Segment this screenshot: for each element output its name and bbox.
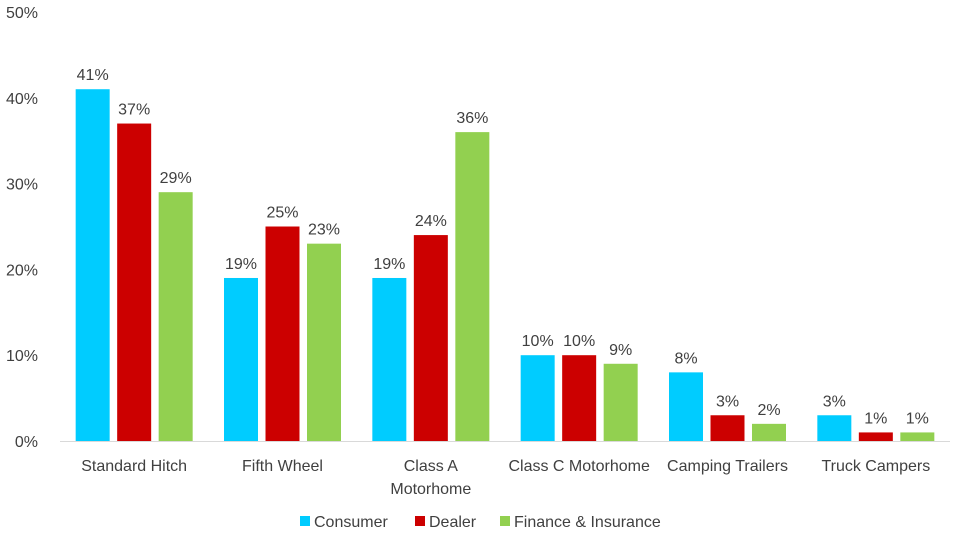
bar-finance-insurance-0 [158, 192, 193, 441]
data-label: 41% [77, 67, 109, 84]
y-tick-label: 30% [6, 177, 38, 194]
data-label: 10% [522, 333, 554, 350]
data-label: 1% [906, 410, 929, 427]
legend-swatch [415, 516, 425, 526]
data-label: 1% [864, 410, 887, 427]
data-label: 37% [118, 102, 150, 119]
data-label: 9% [609, 342, 632, 359]
bar-finance-insurance-3 [603, 363, 638, 441]
bars [75, 89, 935, 441]
bar-consumer-2 [372, 277, 407, 441]
data-label: 29% [160, 170, 192, 187]
data-labels: 41% 37% 29% 19% 25% 23% 19% 24% 36% 10% 10% 9% 8% 3% 2… [77, 67, 929, 427]
x-tick-label: Standard Hitch [81, 458, 187, 475]
bar-dealer-0 [117, 123, 152, 441]
legend-swatch [300, 516, 310, 526]
data-label: 25% [266, 205, 298, 222]
x-tick-label: Class C Motorhome [508, 458, 649, 475]
bar-finance-insurance-5 [900, 432, 935, 441]
bar-finance-insurance-4 [752, 423, 786, 441]
bar-consumer-5 [817, 415, 852, 441]
legend: Consumer Dealer Finance & Insurance [300, 514, 661, 531]
legend-label: Dealer [429, 514, 477, 531]
bar-finance-insurance-2 [455, 132, 490, 441]
data-label: 36% [456, 110, 488, 127]
bar-consumer-1 [224, 277, 258, 441]
legend-label: Consumer [314, 514, 388, 531]
bar-consumer-3 [520, 355, 555, 441]
bar-consumer-4 [669, 372, 703, 441]
x-tick-label: Camping Trailers [667, 458, 788, 475]
y-tick-label: 50% [6, 5, 38, 22]
data-label: 23% [308, 222, 340, 239]
y-tick-label: 40% [6, 91, 38, 108]
y-tick-label: 20% [6, 262, 38, 279]
y-axis: 0% 10% 20% 30% 40% 50% [6, 5, 38, 451]
bar-dealer-4 [710, 415, 745, 441]
data-label: 3% [823, 393, 846, 410]
data-label: 10% [563, 333, 595, 350]
x-tick-label: Class A [404, 458, 459, 475]
data-label: 24% [415, 213, 447, 230]
bar-consumer-0 [75, 89, 110, 441]
legend-swatch [500, 516, 510, 526]
data-label: 2% [757, 402, 780, 419]
bar-dealer-5 [858, 432, 893, 441]
x-tick-label: Fifth Wheel [242, 458, 323, 475]
x-tick-label: Motorhome [390, 481, 471, 498]
bar-dealer-1 [265, 226, 300, 441]
bar-finance-insurance-1 [307, 243, 341, 441]
data-label: 19% [373, 256, 405, 273]
x-axis: Standard Hitch Fifth Wheel Class A Motorhom… [81, 458, 930, 498]
x-tick-label: Truck Campers [821, 458, 930, 475]
data-label: 8% [674, 350, 697, 367]
data-label: 3% [716, 393, 739, 410]
y-tick-label: 0% [15, 434, 38, 451]
bar-dealer-2 [413, 235, 448, 441]
data-label: 19% [225, 256, 257, 273]
y-tick-label: 10% [6, 348, 38, 365]
bar-dealer-3 [562, 355, 597, 441]
legend-label: Finance & Insurance [514, 514, 661, 531]
